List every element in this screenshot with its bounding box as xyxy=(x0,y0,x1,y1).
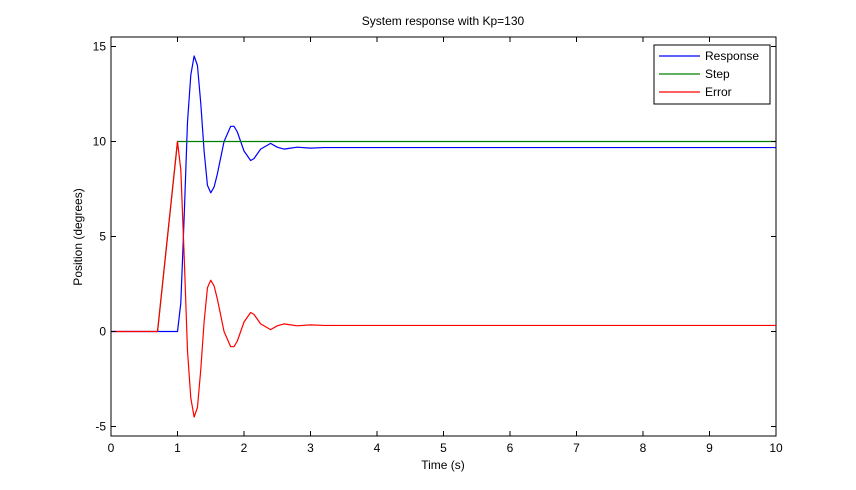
legend-label-error: Error xyxy=(705,85,732,99)
legend: Response Step Error xyxy=(653,44,771,105)
x-tick-label: 9 xyxy=(706,441,713,455)
x-tick-label: 4 xyxy=(374,441,381,455)
x-tick-label: 7 xyxy=(573,441,580,455)
x-axis-label: Time (s) xyxy=(421,458,465,472)
series-line-error xyxy=(111,140,776,418)
chart-title: System response with Kp=130 xyxy=(362,14,525,28)
x-tick-label: 3 xyxy=(307,441,314,455)
x-tick-label: 5 xyxy=(440,441,447,455)
x-tick-label: 6 xyxy=(507,441,514,455)
y-tick-label: 15 xyxy=(93,40,107,54)
y-axis-label: Position (degrees) xyxy=(71,188,85,285)
series-layer xyxy=(111,55,776,418)
y-tick-label: -5 xyxy=(95,420,106,434)
x-tick-label: 0 xyxy=(108,441,115,455)
y-tick-label: 0 xyxy=(99,325,106,339)
legend-label-step: Step xyxy=(705,67,730,81)
legend-label-response: Response xyxy=(705,49,759,63)
x-tick-label: 2 xyxy=(241,441,248,455)
y-tick-label: 5 xyxy=(99,230,106,244)
x-tick-label: 10 xyxy=(769,441,783,455)
x-tick-label: 1 xyxy=(174,441,181,455)
series-line-response xyxy=(111,55,776,333)
x-tick-label: 8 xyxy=(640,441,647,455)
y-axis-ticks: -5 0 5 10 15 xyxy=(93,40,776,434)
x-axis-ticks: 0 1 2 3 4 5 6 7 8 9 10 xyxy=(108,37,783,455)
y-tick-label: 10 xyxy=(93,135,107,149)
